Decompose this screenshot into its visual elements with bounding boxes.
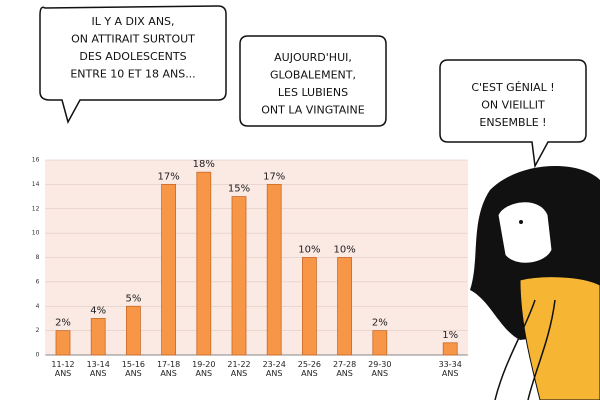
- x-tick-label: 15-16 ANS: [121, 360, 146, 378]
- value-label: 5%: [125, 293, 141, 304]
- bar: [337, 257, 353, 356]
- y-tick-label: 8: [36, 254, 40, 261]
- value-label: 15%: [228, 184, 250, 195]
- x-tick-label: 25-26 ANS: [297, 360, 322, 378]
- value-label: 10%: [333, 245, 355, 256]
- bubble-text: ON ATTIRAIT SURTOUT: [71, 33, 195, 46]
- bar: [90, 318, 106, 356]
- character: [470, 166, 600, 400]
- x-tick-label: 11-12 ANS: [51, 360, 75, 378]
- x-tick-label: 19-20 ANS: [192, 360, 216, 378]
- y-tick-label: 2: [36, 327, 40, 334]
- x-tick-label: 27-28 ANS: [332, 360, 357, 378]
- bubble-text: IL Y A DIX ANS,: [91, 15, 174, 28]
- bubble-text: ON VIEILLIT: [481, 99, 545, 112]
- bar: [231, 196, 247, 356]
- value-label: 18%: [193, 159, 215, 170]
- bar: [196, 171, 212, 356]
- bubble: [39, 5, 227, 124]
- bubble-text: AUJOURD'HUI,: [274, 51, 352, 64]
- value-label: 2%: [372, 318, 388, 329]
- bubble-text: ENSEMBLE !: [479, 116, 546, 129]
- bar: [442, 342, 458, 356]
- bubble-text: GLOBALEMENT,: [270, 69, 356, 82]
- bubble-text: DES ADOLESCENTS: [79, 50, 186, 63]
- y-tick-label: 0: [36, 352, 40, 359]
- value-label: 4%: [90, 305, 106, 316]
- bubble-text: ONT LA VINGTAINE: [261, 104, 364, 117]
- y-tick-label: 12: [32, 205, 40, 212]
- bubble-text: ENTRE 10 ET 18 ANS...: [70, 68, 195, 81]
- x-tick-label: 17-18 ANS: [156, 360, 181, 378]
- bubble-text: C'EST GÉNIAL !: [471, 81, 554, 94]
- bar: [266, 183, 282, 356]
- value-label: 17%: [157, 171, 179, 182]
- x-tick-label: 13-14 ANS: [86, 360, 110, 378]
- x-tick-label: 23-24 ANS: [262, 360, 286, 378]
- x-tick-label: 33-34 ANS: [438, 360, 462, 378]
- bar: [55, 330, 71, 356]
- value-label: 2%: [55, 318, 71, 329]
- bar: [126, 305, 141, 356]
- bar: [161, 183, 177, 356]
- value-label: 10%: [298, 245, 320, 256]
- y-tick-label: 14: [32, 181, 40, 188]
- value-label: 17%: [263, 171, 285, 182]
- bubble: [439, 59, 587, 169]
- value-label: 1%: [442, 330, 458, 341]
- bubble: [239, 35, 387, 127]
- y-tick-label: 16: [32, 157, 40, 164]
- x-tick-label: 29-30 ANS: [368, 360, 392, 378]
- bar: [301, 257, 317, 356]
- y-tick-label: 4: [36, 303, 40, 310]
- y-tick-label: 10: [32, 230, 40, 237]
- y-tick-label: 6: [36, 278, 40, 285]
- bubble-text: LES LUBIENS: [278, 86, 348, 99]
- x-tick-label: 21-22 ANS: [227, 360, 251, 378]
- bar: [372, 330, 388, 356]
